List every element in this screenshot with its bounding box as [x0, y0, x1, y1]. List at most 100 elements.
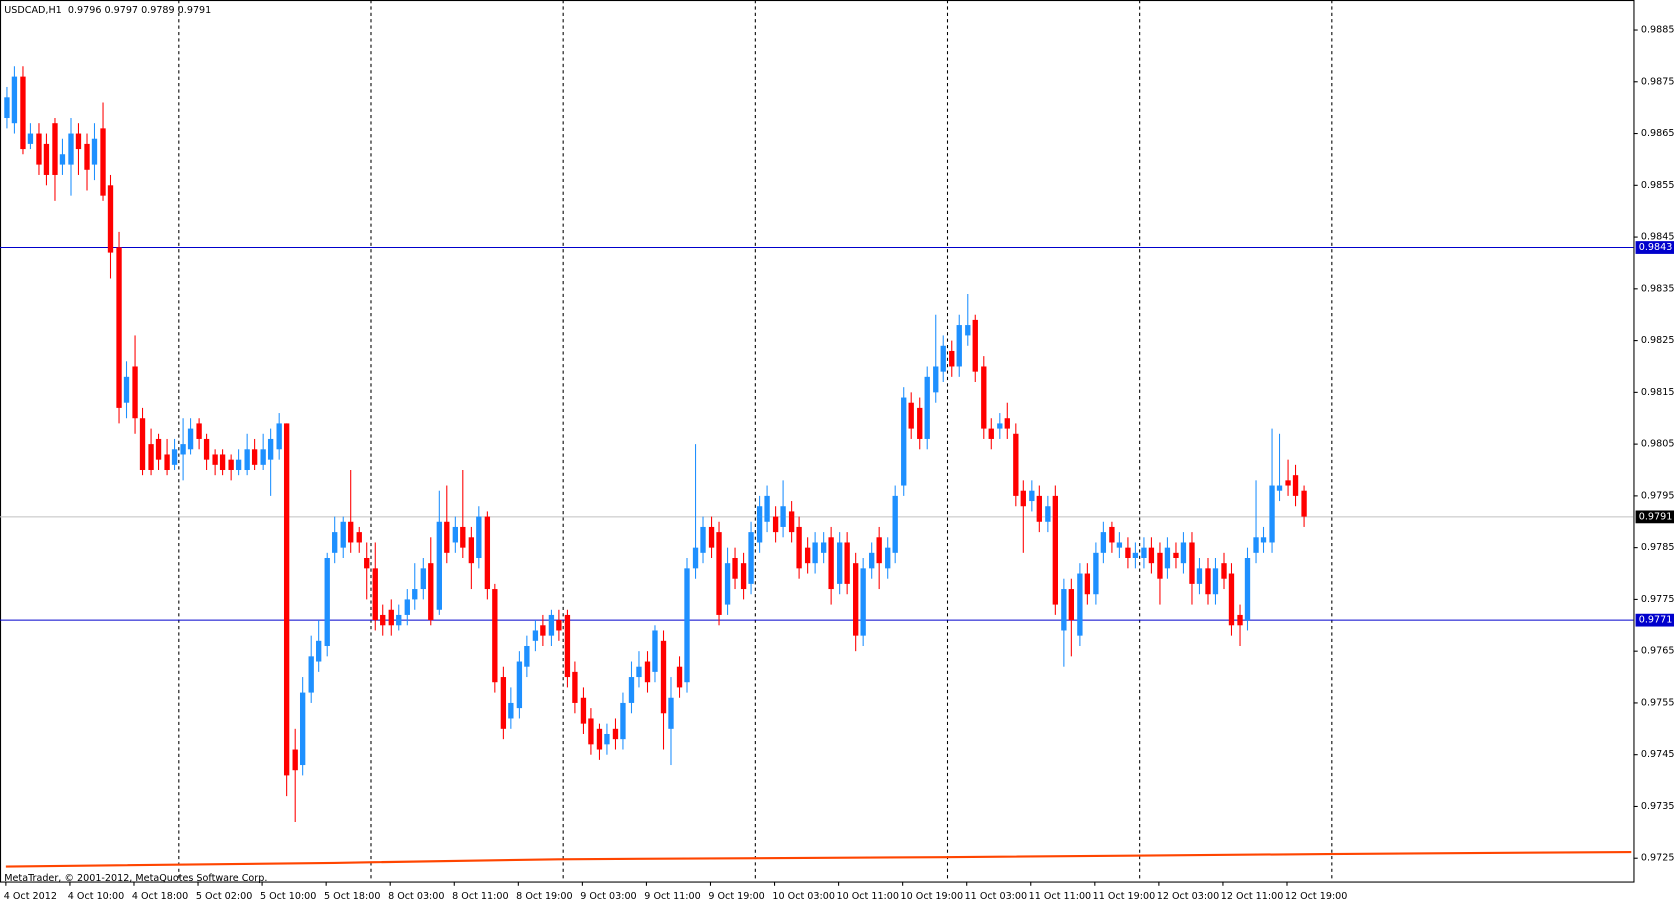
candle-body: [420, 568, 426, 590]
candle-body: [716, 532, 722, 615]
candle-body: [460, 526, 466, 548]
candle-body: [356, 532, 362, 543]
candle-body: [452, 526, 459, 543]
candle-body: [981, 366, 987, 429]
candle-body: [1260, 537, 1267, 543]
candle-body: [380, 614, 386, 626]
candle-body: [468, 537, 475, 564]
y-tick-label: 0.9835: [1641, 283, 1674, 294]
candle-body: [972, 319, 978, 372]
candle-body: [107, 185, 114, 253]
candle-body: [532, 630, 539, 641]
candle-body: [164, 454, 170, 471]
candle-body: [36, 133, 42, 165]
candle-body: [540, 625, 546, 636]
candle-body: [844, 542, 850, 584]
x-tick-label: 5 Oct 10:00: [260, 891, 316, 902]
candle-body: [700, 526, 706, 553]
y-tick-label: 0.9785: [1641, 542, 1674, 553]
candle-body: [997, 423, 1003, 429]
candle-body: [1068, 589, 1075, 621]
candle-body: [340, 521, 346, 548]
candle-body: [1100, 532, 1107, 553]
y-tick-label: 0.9765: [1641, 646, 1674, 657]
candle-body: [235, 459, 242, 471]
candle-body: [372, 568, 378, 621]
x-tick-label: 12 Oct 11:00: [1221, 891, 1284, 902]
candle-body: [292, 749, 298, 771]
candle-body: [1237, 614, 1243, 626]
candle-body: [740, 563, 747, 590]
candle-body: [251, 449, 258, 465]
candle-body: [1125, 547, 1131, 558]
candle-body: [396, 614, 402, 626]
candle-body: [620, 702, 626, 740]
x-tick-label: 11 Oct 03:00: [965, 891, 1028, 902]
x-tick-label: 8 Oct 11:00: [452, 891, 508, 902]
candle-body: [548, 614, 555, 636]
candle-body: [764, 495, 770, 522]
candle-body: [1141, 547, 1147, 558]
x-tick-label: 4 Oct 10:00: [68, 891, 124, 902]
moving-average: [5, 850, 1632, 868]
y-tick-label: 0.9735: [1641, 801, 1674, 812]
candle-body: [604, 733, 610, 745]
x-tick-label: 10 Oct 11:00: [836, 891, 899, 902]
candle-body: [724, 563, 731, 605]
candle-body: [660, 640, 667, 714]
candle-body: [1173, 552, 1179, 558]
x-tick-label: 4 Oct 18:00: [132, 891, 188, 902]
price-level-label: 0.9771: [1639, 615, 1673, 626]
candle-body: [1228, 573, 1235, 626]
y-tick-label: 0.9805: [1641, 439, 1674, 450]
candle-body: [956, 325, 962, 367]
x-tick-label: 5 Oct 18:00: [324, 891, 380, 902]
candle-body: [412, 589, 418, 600]
x-tick-label: 12 Oct 19:00: [1285, 891, 1348, 902]
candle-body: [508, 702, 514, 719]
x-tick-label: 11 Oct 11:00: [1029, 891, 1092, 902]
candle-body: [11, 76, 18, 124]
candle-body: [756, 506, 763, 543]
candle-body: [1093, 552, 1099, 595]
candle-body: [348, 521, 354, 543]
candle-body: [1052, 495, 1058, 605]
candle-body: [244, 449, 250, 471]
chart-title: USDCAD,H1 0.9796 0.9797 0.9789 0.9791: [4, 5, 211, 16]
y-tick-label: 0.9825: [1641, 335, 1674, 346]
candle-body: [1029, 490, 1035, 502]
candle-body: [708, 526, 715, 548]
candle-body: [43, 143, 50, 175]
y-tick-label: 0.9775: [1641, 594, 1674, 605]
candle-body: [267, 438, 274, 460]
candle-body: [1285, 480, 1291, 486]
candle-body: [917, 407, 923, 439]
candle-body: [1189, 542, 1195, 584]
candle-body: [1157, 552, 1163, 579]
candle-body: [1164, 547, 1171, 569]
candle-body: [901, 397, 907, 486]
candle-body: [219, 454, 226, 471]
candle-body: [1212, 568, 1219, 595]
candle-body: [1244, 557, 1251, 621]
candle-body: [1301, 490, 1307, 517]
candle-body: [869, 552, 875, 569]
candle-body: [564, 614, 571, 678]
candle-body: [668, 697, 674, 729]
candle-body: [780, 506, 786, 527]
y-tick-label: 0.9795: [1641, 490, 1674, 501]
y-tick-label: 0.9885: [1641, 25, 1674, 36]
candle-body: [804, 547, 811, 564]
candle-body: [1045, 506, 1051, 522]
candle-body: [68, 133, 74, 165]
x-tick-label: 8 Oct 19:00: [516, 891, 572, 902]
candle-body: [1196, 568, 1203, 584]
candle-body: [212, 454, 218, 465]
candle-body: [644, 661, 651, 683]
candle-body: [404, 599, 410, 615]
candle-body: [59, 154, 66, 165]
x-tick-label: 10 Oct 19:00: [901, 891, 964, 902]
candle-body: [299, 692, 306, 766]
candle-body: [91, 138, 98, 165]
candle-body: [1084, 573, 1091, 595]
